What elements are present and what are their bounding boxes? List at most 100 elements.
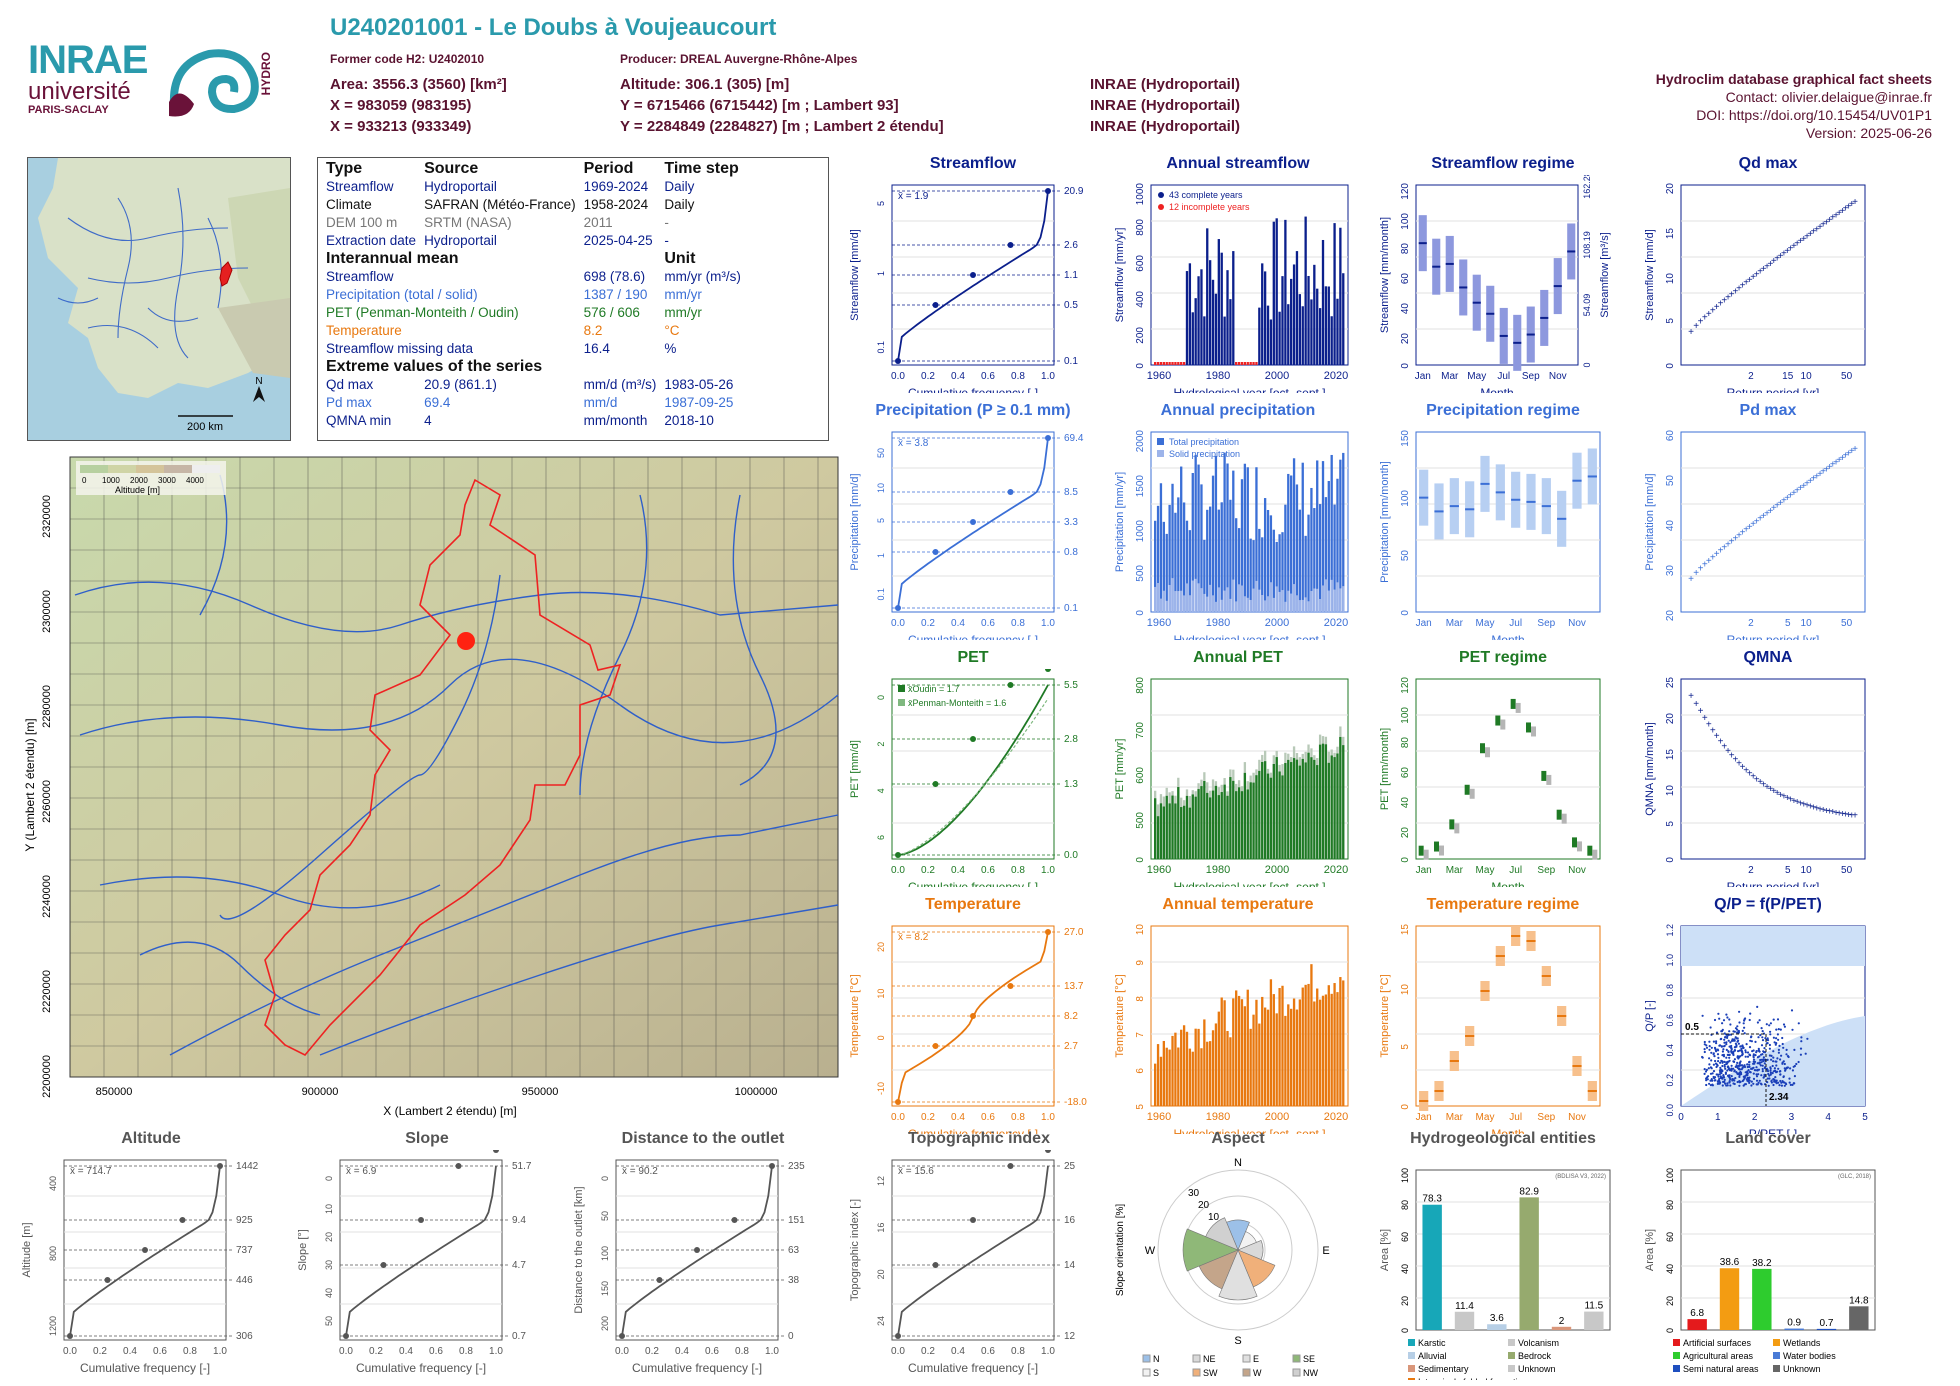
y-tick-label: 0 bbox=[1665, 1328, 1675, 1333]
scatter-point bbox=[1722, 1053, 1725, 1056]
scatter-point bbox=[1770, 1058, 1773, 1061]
bar bbox=[1159, 362, 1163, 365]
chart-aspect[interactable]: Aspect N E S W 10 20 30 Slope orientation [%] N NE… bbox=[1113, 1130, 1363, 1380]
scatter-point bbox=[1767, 1072, 1770, 1076]
quantile-label: 1.3 bbox=[1064, 779, 1078, 790]
bar-solid bbox=[1321, 585, 1325, 612]
info-extreme-head: Extreme values of the series bbox=[322, 358, 745, 376]
chart-cdf-stream[interactable]: Streamflow Streamflow [mm/d] Cumulative fr… bbox=[848, 155, 1098, 393]
legend-swatch bbox=[1508, 1339, 1515, 1346]
legend-label: 12 incomplete years bbox=[1169, 202, 1250, 212]
overview-map[interactable]: N 200 km bbox=[27, 157, 291, 441]
bar bbox=[1298, 509, 1302, 612]
cdf-line bbox=[897, 684, 1049, 856]
x-tick-label: 50 bbox=[1841, 371, 1853, 382]
scatter-point bbox=[1753, 1069, 1756, 1072]
data-point: + bbox=[1729, 289, 1735, 300]
scatter-point bbox=[1734, 1077, 1737, 1080]
data-point: + bbox=[1843, 204, 1849, 215]
quantile-point bbox=[932, 549, 939, 555]
chart-fourth-temp[interactable]: Q/P = f(P/PET) Q/P [-] P/PET [-] 0.0 0.2 0.4 0… bbox=[1643, 896, 1893, 1134]
quantile-label: 0.8 bbox=[1064, 547, 1078, 558]
data-point: + bbox=[1784, 793, 1790, 804]
chart-regime-stream[interactable]: Streamflow regime Streamflow [mm/month] Mo… bbox=[1378, 155, 1628, 393]
quantile-point bbox=[970, 519, 976, 525]
chart-title: PET regime bbox=[1458, 649, 1548, 666]
scatter-point bbox=[1721, 1061, 1724, 1064]
chart-fourth-precip[interactable]: Pd max Precipitation [mm/d] Return period … bbox=[1643, 402, 1893, 640]
y-tick-label: 0 bbox=[1400, 1104, 1411, 1110]
scatter-point bbox=[1721, 1077, 1724, 1080]
chart-landcover[interactable]: Land cover Area [%] (GLC, 2018) 0 20 40 60 80 10… bbox=[1643, 1130, 1893, 1380]
chart-annual-pet[interactable]: Annual PET PET [mm/yr] Hydrological year [… bbox=[1113, 649, 1363, 887]
scatter-point bbox=[1774, 1076, 1777, 1079]
bar bbox=[1316, 288, 1319, 365]
axis-xlabel: Hydrological year [oct.-sept.] bbox=[1173, 1127, 1325, 1134]
data-point: + bbox=[1778, 498, 1784, 509]
axis-ylabel: Streamflow [mm/d] bbox=[849, 229, 861, 321]
y-tick-label: 2 bbox=[876, 742, 886, 747]
logo-ps-text: PARIS-SACLAY bbox=[28, 104, 109, 116]
plot-area bbox=[1680, 678, 1866, 860]
legend-label: Unknown bbox=[1783, 1364, 1821, 1374]
scatter-point bbox=[1750, 1035, 1753, 1038]
bar bbox=[1321, 461, 1325, 612]
scatter-point bbox=[1708, 1082, 1711, 1085]
bar bbox=[1266, 305, 1270, 365]
scatter-point bbox=[1777, 1048, 1780, 1051]
y-tick-label: 0.8 bbox=[1665, 984, 1675, 997]
data-point: + bbox=[1849, 446, 1855, 457]
chart-slope[interactable]: Slope Slope [°] Cumulative frequency [-] 0.… bbox=[296, 1130, 558, 1380]
chart-cdf-precip[interactable]: Precipitation (P ≥ 0.1 mm) Precipitation … bbox=[848, 402, 1098, 640]
bar bbox=[1159, 803, 1163, 859]
x-tick-label: 0.0 bbox=[891, 371, 905, 382]
y-tick-label: 50 bbox=[876, 448, 886, 458]
legend-label: x̄Penman-Monteith = 1.6 bbox=[908, 698, 1006, 708]
scatter-point bbox=[1772, 1056, 1775, 1059]
scatter-point bbox=[1703, 1068, 1706, 1071]
chart-annual-precip[interactable]: Annual precipitation Precipitation [mm/yr… bbox=[1113, 402, 1363, 640]
chart-regime-temp[interactable]: Temperature regime Temperature [°C] Month 0… bbox=[1378, 896, 1628, 1134]
chart-cdf-temp[interactable]: Temperature Temperature [°C] Cumulative fr… bbox=[848, 896, 1098, 1134]
chart-annual-temp[interactable]: Annual temperature Temperature [°C] Hydrol… bbox=[1113, 896, 1363, 1134]
quantile-label: 63 bbox=[788, 1245, 800, 1256]
scatter-point bbox=[1752, 1060, 1755, 1063]
chart-cdf-pet[interactable]: PET PET [mm/d] Cumulative frequency [-] 0.0… bbox=[848, 649, 1098, 887]
data-point: + bbox=[1784, 246, 1790, 257]
y-tick-label: 600 bbox=[1135, 767, 1146, 784]
scatter-point bbox=[1712, 1063, 1715, 1066]
data-point: + bbox=[1757, 777, 1763, 788]
axis-ylabel: Area [%] bbox=[1644, 1229, 1656, 1271]
bar-solid bbox=[1229, 598, 1232, 612]
scatter-point bbox=[1730, 1046, 1733, 1049]
chart-topo[interactable]: Topographic index Topographic index [-] Cu… bbox=[848, 1130, 1110, 1380]
bar-solid bbox=[1203, 593, 1206, 612]
chart-annual-stream[interactable]: Annual streamflow Streamflow [mm/yr] Hydro… bbox=[1113, 155, 1363, 393]
scatter-point bbox=[1779, 1058, 1782, 1061]
chart-regime-pet[interactable]: PET regime PET [mm/month] Month 0 20 40 60 80 10… bbox=[1378, 649, 1628, 887]
y-tick-label: 15 bbox=[1400, 924, 1411, 936]
chart-fourth-stream[interactable]: Qd max Streamflow [mm/d] Return period [yr… bbox=[1643, 155, 1893, 393]
info-cell: QMNA min bbox=[326, 413, 392, 428]
bar bbox=[1269, 979, 1273, 1106]
legend-swatch bbox=[1408, 1365, 1415, 1372]
chart-hydrogeology[interactable]: Hydrogeological entities Area [%] (BDLISA … bbox=[1378, 1130, 1628, 1380]
bar-solid bbox=[1200, 588, 1203, 612]
north-arrow-icon bbox=[253, 386, 265, 402]
chart-regime-precip[interactable]: Precipitation regime Precipitation [mm/mo… bbox=[1378, 402, 1628, 640]
chart-distance[interactable]: Distance to the outlet Distance to the ou… bbox=[572, 1130, 834, 1380]
chart-altitude[interactable]: Altitude Altitude [m] Cumulative frequency… bbox=[20, 1130, 282, 1380]
catchment-map[interactable]: 0 1000 2000 3000 4000 Altitude [m] 23200… bbox=[20, 455, 840, 1125]
bar bbox=[1165, 533, 1168, 612]
cdf-line bbox=[897, 437, 1049, 609]
bar bbox=[1197, 1028, 1200, 1106]
bar bbox=[1208, 1041, 1212, 1106]
scatter-point bbox=[1736, 1080, 1739, 1084]
data-point: + bbox=[1725, 539, 1731, 550]
plot-frame bbox=[1415, 678, 1601, 860]
data-point: + bbox=[1804, 478, 1810, 489]
mean-row-temp: Temperature 8.2 °C bbox=[322, 322, 745, 340]
bar-solid bbox=[1252, 588, 1255, 612]
chart-fourth-pet[interactable]: QMNA QMNA [mm/month] Return period [yr] 0 5 1… bbox=[1643, 649, 1893, 887]
data-point: + bbox=[1801, 800, 1807, 811]
